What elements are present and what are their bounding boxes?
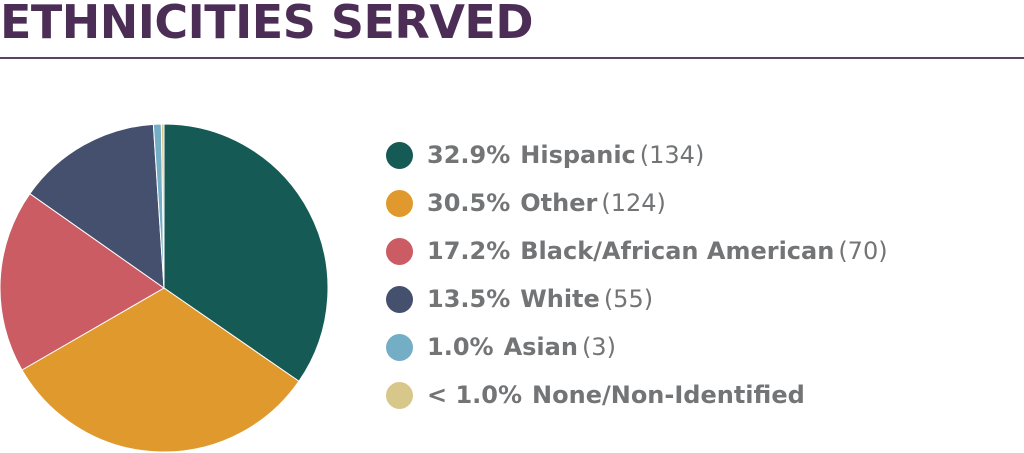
title-divider xyxy=(0,57,1024,59)
pie-chart xyxy=(0,123,329,453)
legend-percent: 1.0% xyxy=(427,333,494,361)
legend-swatch xyxy=(386,141,413,169)
legend-count: (55) xyxy=(603,285,654,313)
chart-title: ETHNICITIES SERVED xyxy=(0,0,534,49)
legend-name: White xyxy=(520,285,600,313)
legend-item: < 1.0% None/Non-Identified xyxy=(386,371,888,419)
legend-name: Hispanic xyxy=(520,141,636,169)
legend-percent: 32.9% xyxy=(427,141,511,169)
legend-swatch xyxy=(386,285,413,313)
legend-item: 32.9% Hispanic (134) xyxy=(386,131,888,179)
pie-slice-1 xyxy=(163,123,329,382)
legend-swatch xyxy=(386,381,413,409)
legend-item: 17.2% Black/African American (70) xyxy=(386,227,888,275)
legend-percent: 13.5% xyxy=(427,285,511,313)
legend-name: Other xyxy=(520,189,598,217)
legend: 32.9% Hispanic (134) 30.5% Other (124) 17.2% Bl… xyxy=(386,131,888,419)
legend-swatch xyxy=(386,189,413,217)
legend-percent: 17.2% xyxy=(427,237,511,265)
legend-name: None/Non-Identified xyxy=(532,381,805,409)
legend-count: (70) xyxy=(838,237,888,265)
legend-item: 13.5% White (55) xyxy=(386,275,888,323)
legend-name: Black/African American xyxy=(520,237,835,265)
pie-slice-2 xyxy=(21,287,300,453)
legend-name: Asian xyxy=(503,333,578,361)
legend-swatch xyxy=(386,237,413,265)
legend-count: (134) xyxy=(639,141,705,169)
legend-item: 30.5% Other (124) xyxy=(386,179,888,227)
legend-count: (3) xyxy=(581,333,616,361)
legend-percent: 30.5% xyxy=(427,189,511,217)
pie-slice-6 xyxy=(160,123,165,289)
pie-slice-3 xyxy=(0,192,165,371)
legend-item: 1.0% Asian (3) xyxy=(386,323,888,371)
legend-percent: < 1.0% xyxy=(427,381,523,409)
pie-slice-4 xyxy=(29,123,165,290)
legend-swatch xyxy=(386,333,413,361)
legend-count: (124) xyxy=(601,189,666,217)
